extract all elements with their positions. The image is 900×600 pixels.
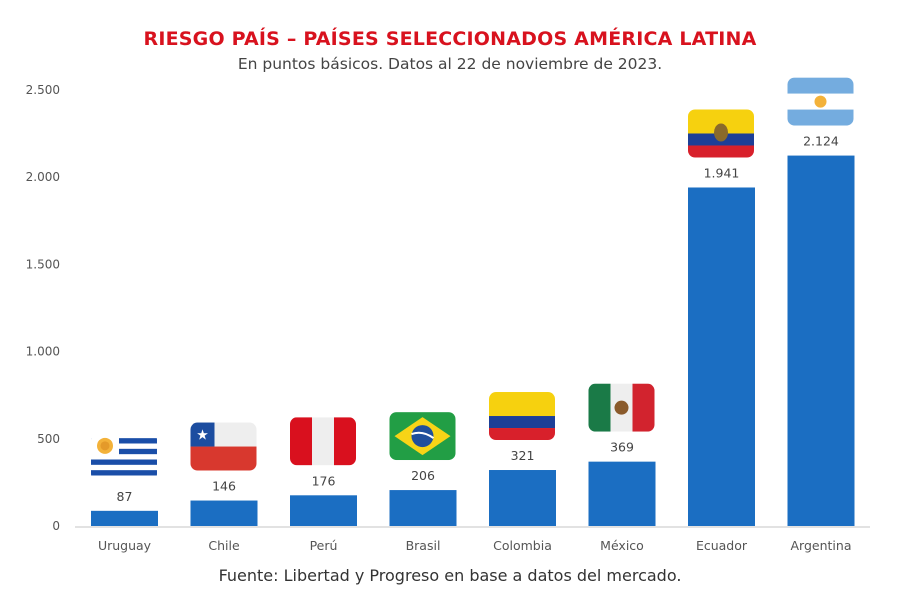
- uruguay-flag-icon: [91, 432, 157, 481]
- category-label: Argentina: [791, 538, 852, 553]
- category-label: México: [600, 538, 644, 553]
- value-label: 1.941: [704, 165, 740, 180]
- y-tick-label: 500: [37, 432, 60, 446]
- value-label: 321: [511, 448, 535, 463]
- ecuador-flag-icon: [688, 109, 754, 158]
- y-tick-label: 0: [52, 519, 60, 533]
- category-label: Chile: [208, 538, 240, 553]
- chart-title: RIESGO PAÍS – PAÍSES SELECCIONADOS AMÉRI…: [143, 28, 757, 50]
- svg-text:★: ★: [196, 428, 209, 444]
- bar-perú: [290, 495, 357, 526]
- category-label: Brasil: [406, 538, 441, 553]
- chart-subtitle: En puntos básicos. Datos al 22 de noviem…: [237, 55, 663, 73]
- value-label: 369: [610, 440, 634, 455]
- bar-brasil: [389, 490, 457, 526]
- value-label: 146: [212, 479, 236, 494]
- y-tick-label: 1.500: [26, 257, 60, 271]
- bar-méxico: [588, 461, 656, 526]
- y-tick-label: 1.000: [26, 345, 60, 359]
- argentina-flag-icon: [787, 77, 854, 126]
- brazil-flag-icon: [389, 412, 456, 461]
- category-label: Perú: [310, 538, 338, 553]
- value-label: 206: [411, 468, 435, 483]
- bar-colombia: [489, 470, 556, 526]
- category-label: Ecuador: [696, 538, 748, 553]
- colombia-flag-icon: [489, 392, 555, 441]
- value-label: 176: [312, 473, 336, 488]
- bar-ecuador: [688, 187, 755, 526]
- chile-flag-icon: ★: [190, 422, 257, 471]
- mexico-flag-icon: [588, 383, 655, 432]
- peru-flag-icon: [290, 417, 356, 466]
- bar-uruguay: [91, 510, 158, 526]
- bar-chile: [190, 500, 258, 526]
- value-label: 87: [117, 489, 133, 504]
- category-label: Uruguay: [98, 538, 152, 553]
- value-label: 2.124: [803, 134, 839, 149]
- chart-source: Fuente: Libertad y Progreso en base a da…: [218, 566, 682, 585]
- category-label: Colombia: [493, 538, 552, 553]
- bar-argentina: [787, 155, 855, 526]
- y-tick-label: 2.500: [26, 83, 60, 97]
- y-tick-label: 2.000: [26, 170, 60, 184]
